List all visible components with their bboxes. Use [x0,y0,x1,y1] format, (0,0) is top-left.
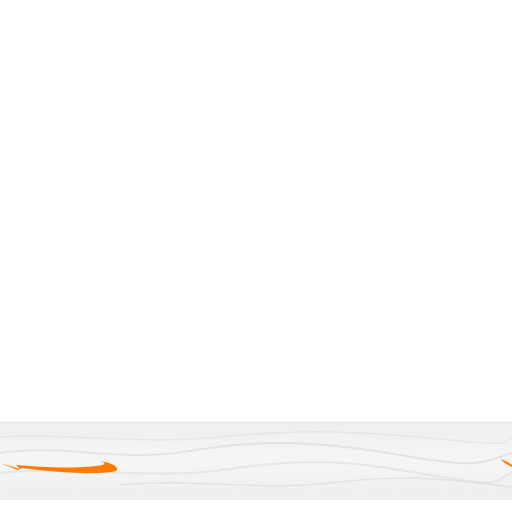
orange-swoosh-icon [500,459,512,467]
blank-content-area [0,0,512,422]
texture-wave [0,442,512,465]
texture-wave [119,477,512,488]
footer-texture [0,423,512,501]
bottom-gap [0,500,512,512]
textured-footer-band [0,422,512,501]
band-noise [0,423,512,501]
texture-wave [0,431,512,445]
orange-swoosh-icon [0,461,118,474]
